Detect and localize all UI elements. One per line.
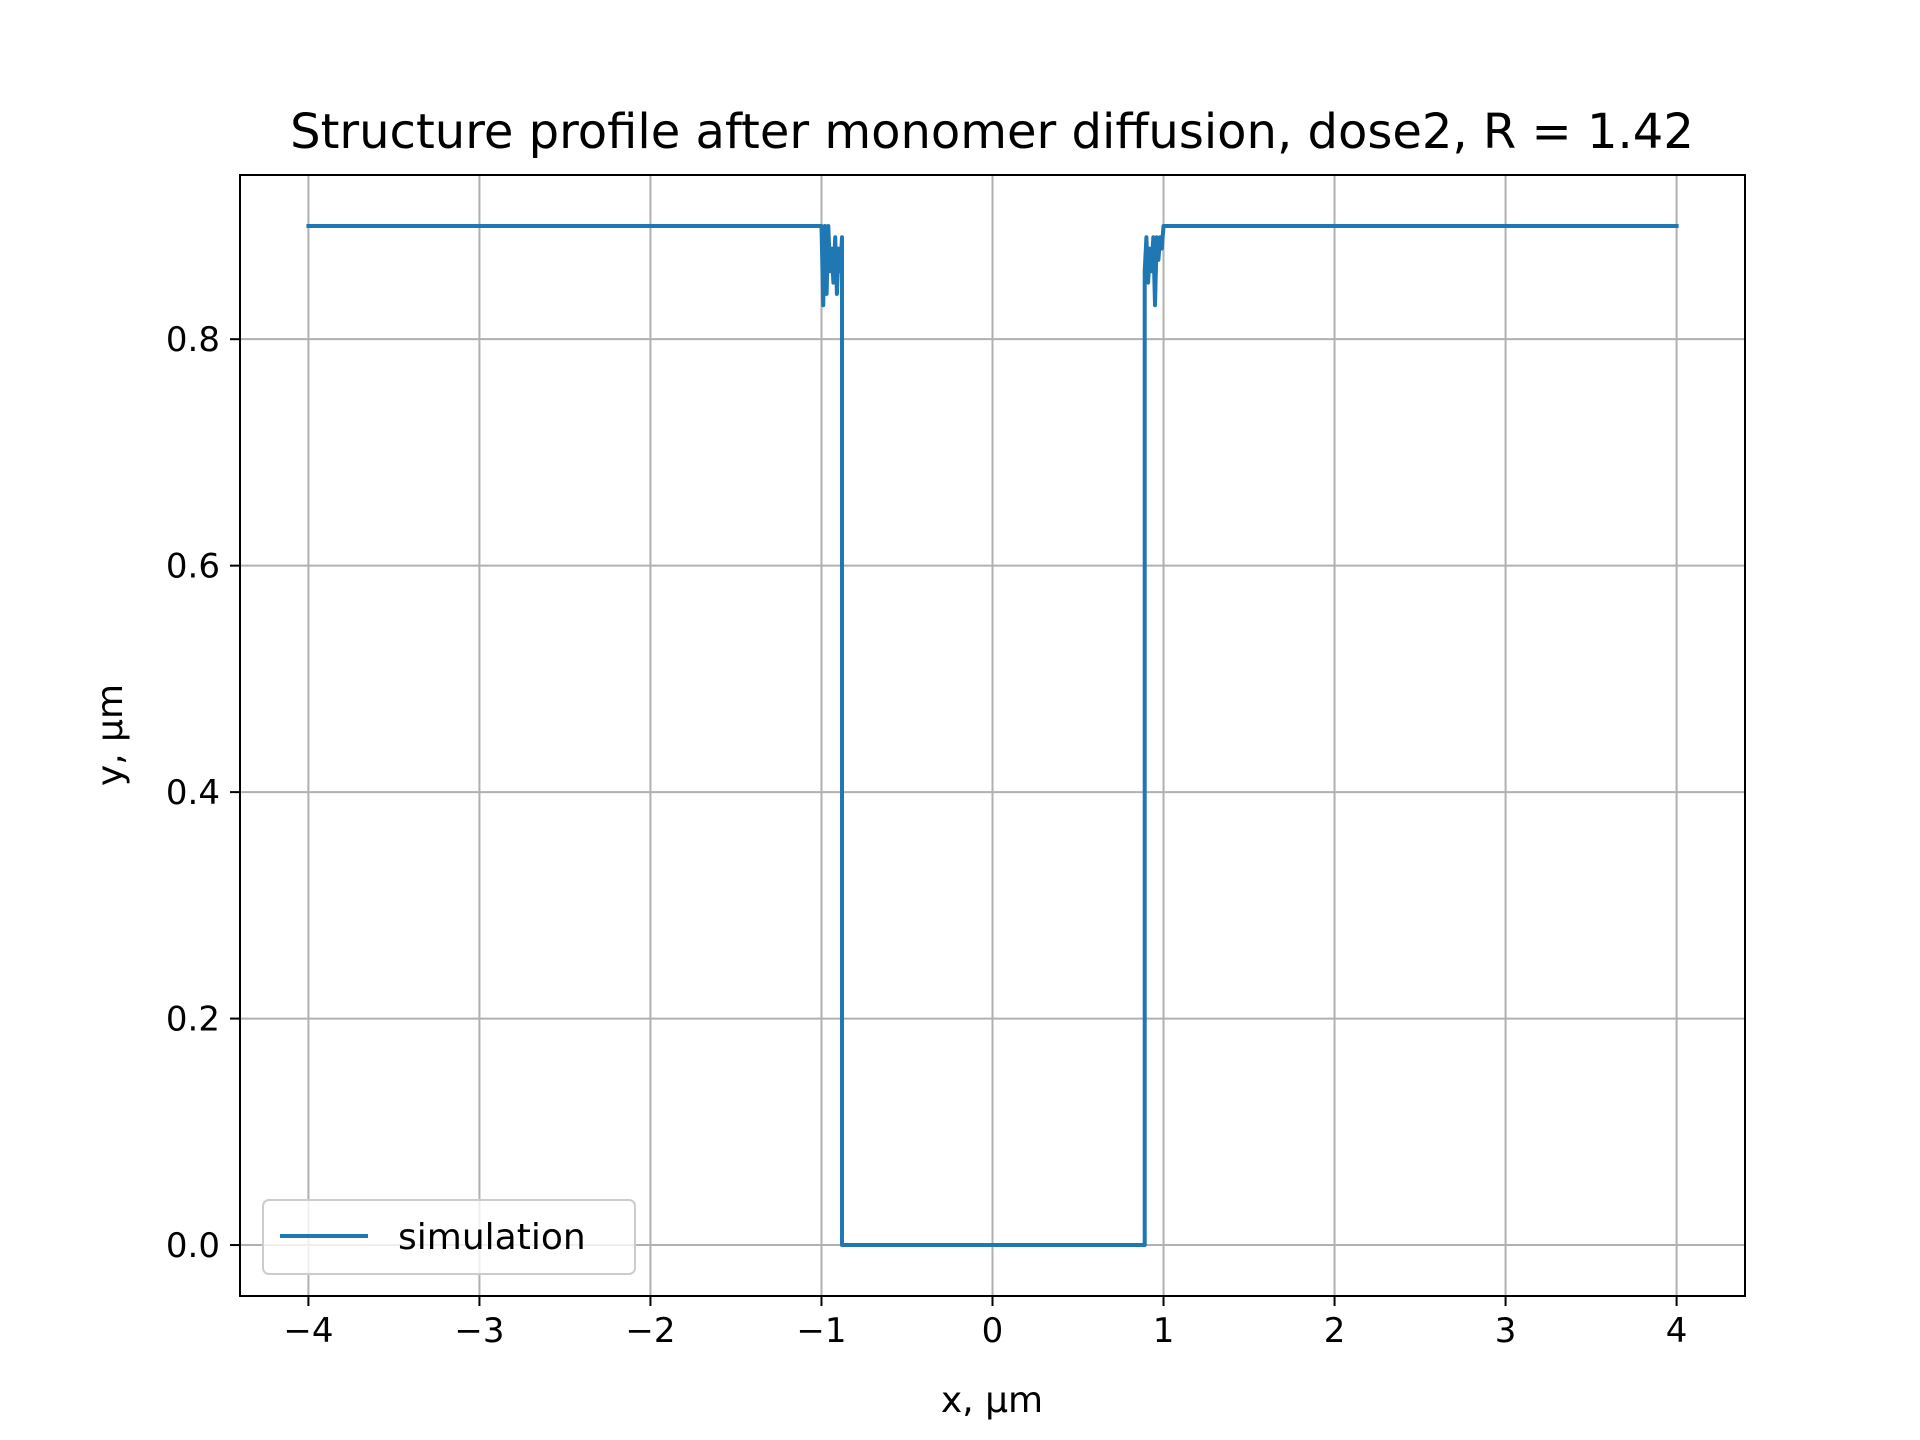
x-tick-label: 3 [1495, 1311, 1517, 1351]
series-layer [306, 224, 1679, 1247]
y-tick-label: 0.0 [166, 1226, 220, 1266]
x-axis-label: x, μm [941, 1380, 1043, 1421]
series-line-simulation [306, 224, 1679, 1247]
x-tick-label: −2 [625, 1311, 675, 1351]
x-tick-label: 0 [982, 1311, 1004, 1351]
chart-title: Structure profile after monomer diffusio… [290, 104, 1694, 160]
grid [240, 175, 1745, 1296]
y-tick-label: 0.4 [166, 773, 220, 813]
y-tick-label: 0.8 [166, 320, 220, 360]
legend-box [262, 1199, 636, 1275]
x-tick-label: 4 [1666, 1311, 1688, 1351]
legend-label-simulation: simulation [398, 1217, 586, 1258]
ticks: −4 −3 −2 −1 0 1 2 3 4 0.0 0.2 0.4 0.6 0.8 [166, 320, 1687, 1351]
x-tick-label: 1 [1153, 1311, 1175, 1351]
x-tick-label: −1 [796, 1311, 846, 1351]
y-axis-label: y, μm [90, 684, 131, 786]
x-tick-label: −3 [454, 1311, 504, 1351]
y-tick-label: 0.6 [166, 547, 220, 587]
legend: simulation [262, 1199, 636, 1275]
x-tick-label: −4 [283, 1311, 333, 1351]
x-tick-label: 2 [1324, 1311, 1346, 1351]
y-tick-label: 0.2 [166, 1000, 220, 1040]
